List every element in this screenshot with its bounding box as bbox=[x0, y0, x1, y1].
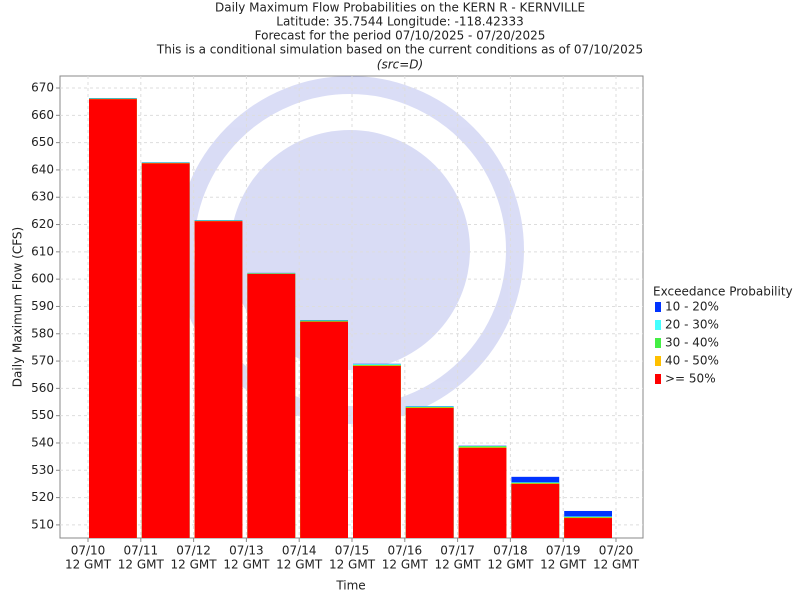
y-tick-label: 620 bbox=[31, 217, 54, 231]
x-tick-label: 12 GMT bbox=[593, 558, 640, 572]
x-tick-label: 07/16 bbox=[388, 544, 423, 558]
y-tick-label: 510 bbox=[31, 517, 54, 531]
legend-label: 30 - 40% bbox=[665, 336, 719, 350]
bar bbox=[247, 273, 296, 538]
y-tick-label: 670 bbox=[31, 81, 54, 95]
x-tick-label: 12 GMT bbox=[487, 558, 534, 572]
x-tick-label: 12 GMT bbox=[276, 558, 323, 572]
x-tick-label: 07/17 bbox=[440, 544, 475, 558]
bar bbox=[405, 408, 454, 538]
x-tick-label: 12 GMT bbox=[540, 558, 587, 572]
bar bbox=[564, 518, 612, 538]
bar bbox=[300, 321, 348, 538]
legend-swatch bbox=[655, 320, 661, 330]
legend-swatch bbox=[655, 374, 661, 384]
y-tick-label: 590 bbox=[31, 299, 54, 313]
y-tick-label: 660 bbox=[31, 108, 54, 122]
y-tick-label: 560 bbox=[31, 381, 54, 395]
y-tick-label: 650 bbox=[31, 135, 54, 149]
legend-label: >= 50% bbox=[665, 372, 716, 386]
x-tick-label: 12 GMT bbox=[118, 558, 165, 572]
chart-title: Latitude: 35.7544 Longitude: -118.42333 bbox=[276, 15, 523, 29]
y-tick-label: 570 bbox=[31, 354, 54, 368]
x-tick-label: 12 GMT bbox=[382, 558, 429, 572]
x-tick-label: 07/13 bbox=[229, 544, 264, 558]
x-tick-label: 07/19 bbox=[546, 544, 581, 558]
y-tick-label: 630 bbox=[31, 190, 54, 204]
y-tick-label: 520 bbox=[31, 490, 54, 504]
y-tick-label: 550 bbox=[31, 408, 54, 422]
x-tick-label: 07/11 bbox=[124, 544, 159, 558]
y-tick-label: 540 bbox=[31, 435, 54, 449]
x-tick-label: 07/12 bbox=[176, 544, 211, 558]
x-tick-label: 07/15 bbox=[335, 544, 370, 558]
bar bbox=[458, 447, 507, 538]
legend-swatch bbox=[655, 302, 661, 312]
chart-title: Daily Maximum Flow Probabilities on the … bbox=[215, 1, 585, 15]
subtitle: (src=D) bbox=[377, 58, 423, 72]
x-tick-label: 12 GMT bbox=[171, 558, 218, 572]
x-tick-label: 07/18 bbox=[493, 544, 528, 558]
legend-swatch bbox=[655, 356, 661, 366]
x-tick-label: 07/10 bbox=[71, 544, 106, 558]
legend-label: 20 - 30% bbox=[665, 318, 719, 332]
y-tick-label: 600 bbox=[31, 272, 54, 286]
bar bbox=[141, 163, 190, 538]
y-tick-label: 610 bbox=[31, 244, 54, 258]
y-tick-label: 640 bbox=[31, 162, 54, 176]
chart-title: This is a conditional simulation based o… bbox=[156, 43, 643, 57]
x-tick-label: 12 GMT bbox=[435, 558, 482, 572]
legend-swatch bbox=[655, 338, 661, 348]
x-tick-label: 12 GMT bbox=[223, 558, 270, 572]
bar bbox=[194, 221, 243, 539]
x-tick-label: 07/20 bbox=[599, 544, 634, 558]
bar bbox=[511, 483, 560, 538]
bar bbox=[89, 99, 137, 538]
chart-title: Forecast for the period 07/10/2025 - 07/… bbox=[255, 29, 546, 43]
x-axis-label: Time bbox=[335, 579, 365, 593]
y-axis-label: Daily Maximum Flow (CFS) bbox=[11, 227, 25, 387]
x-tick-label: 07/14 bbox=[282, 544, 317, 558]
legend-label: 40 - 50% bbox=[665, 354, 719, 368]
x-tick-label: 12 GMT bbox=[65, 558, 112, 572]
y-tick-label: 530 bbox=[31, 463, 54, 477]
x-tick-label: 12 GMT bbox=[329, 558, 376, 572]
legend-label: 10 - 20% bbox=[665, 300, 719, 314]
bar bbox=[353, 365, 401, 538]
legend-title: Exceedance Probability bbox=[653, 285, 793, 299]
y-tick-label: 580 bbox=[31, 326, 54, 340]
